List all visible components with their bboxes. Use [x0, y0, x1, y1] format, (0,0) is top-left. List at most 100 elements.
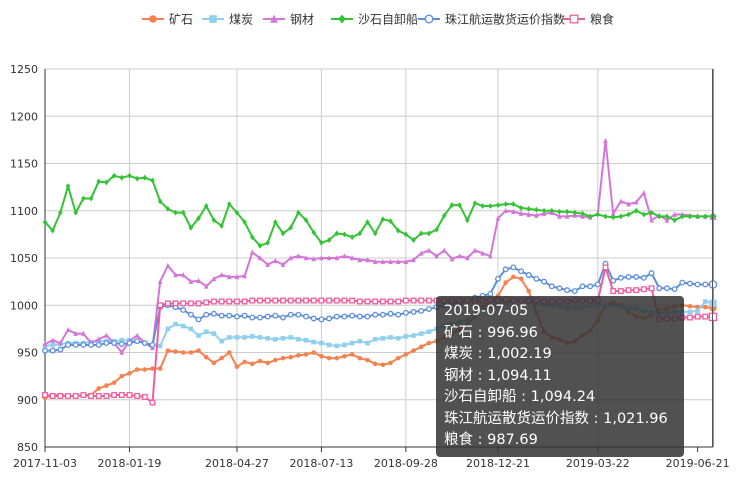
- data-point: [196, 348, 201, 353]
- data-point: [157, 198, 163, 205]
- data-point: [241, 312, 248, 319]
- data-point: [72, 341, 79, 348]
- data-point: [242, 335, 247, 340]
- data-point: [472, 200, 478, 207]
- data-point: [211, 360, 217, 366]
- data-point: [349, 297, 356, 304]
- data-point: [425, 306, 432, 312]
- data-point: [141, 393, 148, 400]
- data-point: [679, 279, 686, 286]
- tooltip-label: 沙石自卸船: [444, 389, 517, 405]
- data-point: [95, 393, 102, 399]
- data-point: [548, 283, 555, 290]
- data-point: [703, 299, 708, 304]
- data-point: [672, 211, 677, 217]
- data-point: [296, 253, 301, 259]
- tooltip-label: 珠江航运散货运价指数: [444, 410, 589, 427]
- data-point: [357, 355, 363, 361]
- data-point: [449, 256, 455, 262]
- data-point: [388, 360, 393, 366]
- data-point: [342, 231, 347, 238]
- data-point: [403, 352, 409, 357]
- data-point: [111, 392, 118, 398]
- legend-label: 矿石: [169, 13, 193, 27]
- legend-marker-icon: [270, 14, 278, 23]
- data-point: [234, 364, 240, 369]
- legend-item-0[interactable]: 矿石: [142, 13, 193, 27]
- data-point: [211, 275, 217, 282]
- data-point: [96, 386, 102, 391]
- data-point: [95, 341, 102, 348]
- legend: 矿石 煤炭 钢材 沙石自卸船 珠江航运散货运价指数 粮食: [142, 12, 614, 27]
- data-point: [503, 207, 508, 214]
- data-point: [211, 217, 217, 224]
- data-point: [42, 219, 48, 225]
- data-point: [687, 309, 693, 315]
- data-point: [426, 247, 432, 253]
- data-point: [641, 189, 647, 196]
- data-point: [319, 353, 324, 359]
- legend-item-4[interactable]: 珠江航运散货运价指数: [418, 12, 565, 27]
- legend-item-1[interactable]: 煤炭: [202, 13, 253, 27]
- data-point: [250, 334, 255, 339]
- data-point: [411, 348, 416, 353]
- tooltip-value: 996.96: [487, 324, 538, 341]
- data-point: [142, 174, 148, 181]
- data-point: [303, 297, 310, 304]
- data-point: [272, 297, 279, 304]
- legend-item-3[interactable]: 沙石自卸船: [331, 12, 418, 27]
- data-point: [526, 211, 532, 217]
- data-point: [311, 229, 317, 236]
- data-point: [250, 361, 255, 367]
- tooltip-value: 1,094.24: [530, 389, 596, 405]
- data-point: [273, 219, 278, 225]
- data-point: [241, 298, 248, 305]
- legend-item-5[interactable]: 粮食: [563, 12, 614, 27]
- tooltip-value: 1,094.11: [487, 367, 552, 384]
- data-point: [372, 311, 379, 318]
- data-point: [349, 312, 356, 319]
- data-point: [380, 258, 386, 265]
- data-point: [326, 297, 333, 304]
- data-point: [226, 274, 232, 280]
- data-point: [649, 209, 654, 216]
- tooltip-date: 2019-07-05: [444, 303, 529, 319]
- data-point: [273, 357, 278, 363]
- data-point: [196, 333, 201, 338]
- data-point: [250, 234, 255, 241]
- data-point: [426, 329, 432, 335]
- data-point: [434, 226, 439, 233]
- data-point: [426, 230, 432, 237]
- data-point: [188, 278, 194, 284]
- legend-marker-icon: [424, 14, 434, 24]
- data-point: [618, 198, 624, 204]
- data-point: [311, 350, 317, 355]
- data-point: [703, 304, 708, 310]
- data-point: [341, 297, 348, 304]
- data-point: [411, 237, 416, 243]
- data-point: [356, 313, 363, 320]
- data-point: [187, 311, 194, 318]
- x-tick-label: 2018-12-21: [466, 457, 530, 470]
- data-point: [380, 336, 386, 341]
- data-point: [411, 256, 416, 263]
- legend-label: 粮食: [590, 12, 614, 27]
- tooltip-row-index: 珠江航运散货运价指数 : 1,021.96: [444, 410, 668, 427]
- data-point: [165, 326, 171, 332]
- y-tick-label: 1100: [10, 205, 38, 218]
- legend-item-2[interactable]: 钢材: [263, 13, 314, 27]
- data-point: [418, 331, 424, 336]
- legend-marker-icon: [209, 15, 217, 23]
- data-point: [58, 209, 63, 216]
- data-point: [449, 202, 455, 208]
- data-point: [349, 340, 355, 346]
- data-point: [534, 212, 539, 218]
- tooltip-row-grain: 粮食 : 987.69: [444, 432, 538, 448]
- tooltip-value: 1,021.96: [603, 410, 668, 427]
- data-point: [226, 335, 232, 340]
- legend-label: 沙石自卸船: [358, 12, 418, 27]
- data-point: [127, 370, 132, 376]
- data-point: [564, 208, 570, 215]
- data-point: [111, 340, 118, 346]
